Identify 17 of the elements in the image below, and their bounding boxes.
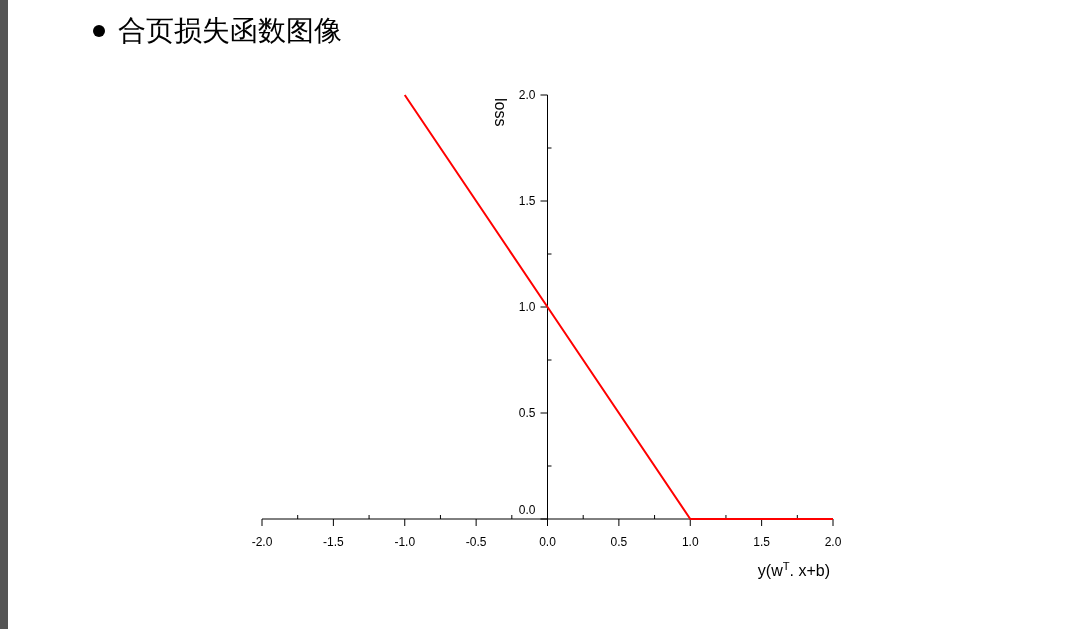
x-axis-title: y(w$^{T}$. x+b) — [757, 560, 830, 579]
x-tick-label: 0.5 — [610, 535, 628, 549]
y-tick-label: 1.0 — [518, 300, 536, 314]
x-tick-label: 0.0 — [539, 535, 557, 549]
x-tick-label: -2.0 — [251, 535, 273, 549]
x-tick-label: 1.5 — [753, 535, 771, 549]
y-tick-label: 0.5 — [518, 406, 536, 420]
x-tick-label: 1.0 — [681, 535, 699, 549]
y-tick-label: 1.5 — [518, 194, 536, 208]
x-tick-label: 2.0 — [824, 535, 842, 549]
y-axis-title: loss — [491, 98, 509, 127]
x-tick-label: -1.0 — [394, 535, 416, 549]
chart-title: 合页损失函数图像 — [118, 14, 342, 47]
x-tick-label: -0.5 — [465, 535, 487, 549]
x-tick-label: -1.5 — [323, 535, 345, 549]
y-tick-label: 2.0 — [518, 88, 536, 102]
y-tick-label: 0.0 — [518, 503, 536, 517]
